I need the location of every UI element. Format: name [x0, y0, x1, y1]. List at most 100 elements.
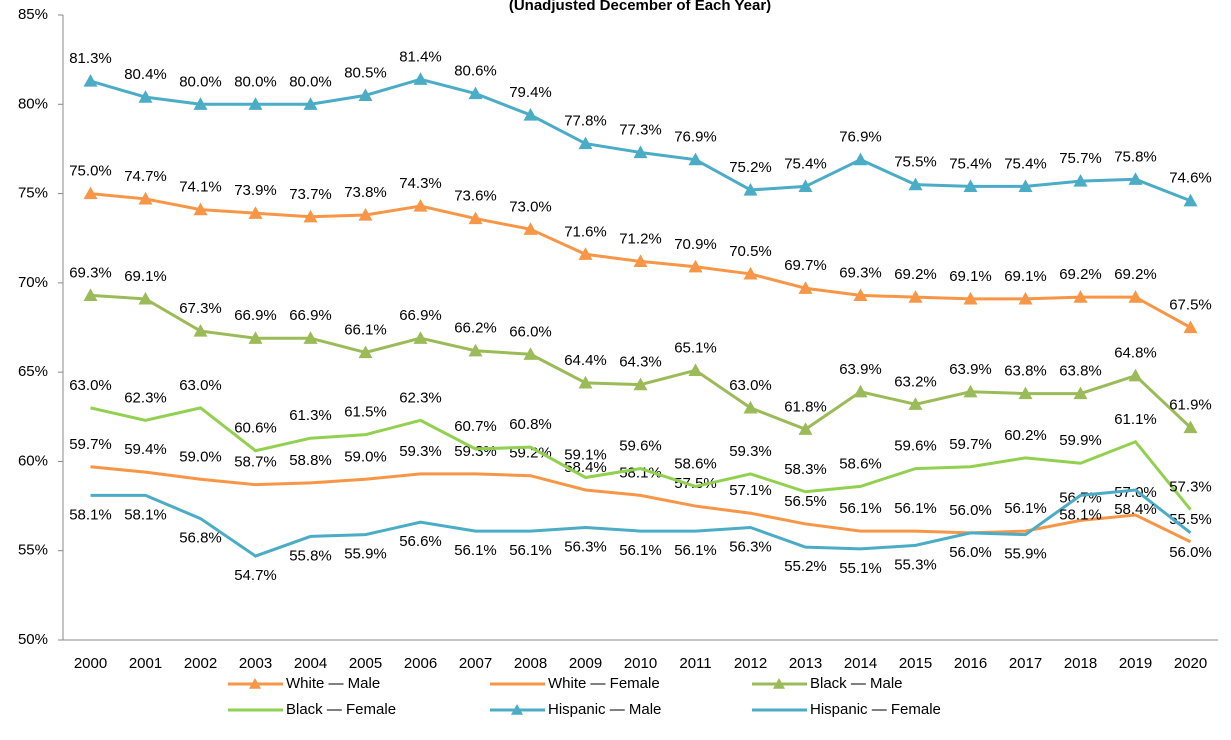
data-label: 59.6% — [619, 438, 662, 455]
point-marker — [798, 422, 813, 435]
data-label: 55.1% — [839, 560, 882, 577]
data-label: 59.1% — [564, 446, 607, 463]
data-label: 63.0% — [179, 377, 222, 394]
data-label: 74.7% — [124, 168, 167, 185]
data-label: 70.5% — [729, 243, 772, 260]
point-marker — [468, 86, 483, 100]
point-marker — [743, 266, 758, 280]
point-marker — [633, 254, 648, 268]
data-label: 55.8% — [289, 547, 332, 564]
y-tick-label: 85% — [18, 6, 48, 23]
data-label: 69.7% — [784, 257, 827, 274]
point-marker — [193, 202, 208, 216]
data-label: 77.3% — [619, 121, 662, 138]
point-marker — [248, 331, 263, 344]
data-label: 69.1% — [949, 268, 992, 285]
data-label: 56.1% — [839, 500, 882, 517]
point-marker — [1018, 179, 1033, 193]
data-label: 80.0% — [289, 73, 332, 90]
data-label: 59.3% — [729, 443, 772, 460]
data-label: 81.3% — [69, 50, 112, 67]
point-marker — [413, 199, 428, 212]
legend-label: Hispanic — Female — [810, 701, 941, 718]
series-line — [90, 465, 1192, 544]
data-label: 59.9% — [1059, 432, 1102, 449]
x-tick-label: 2001 — [129, 655, 162, 672]
y-tick-label: 70% — [18, 274, 48, 291]
x-tick-label: 2006 — [404, 655, 437, 672]
x-tick-label: 2016 — [954, 655, 987, 672]
data-label: 56.3% — [564, 538, 607, 555]
data-label: 60.6% — [234, 420, 277, 437]
data-label: 63.8% — [1004, 363, 1047, 380]
data-label: 70.9% — [674, 236, 717, 253]
data-label: 75.8% — [1114, 148, 1157, 165]
data-label: 56.1% — [674, 542, 717, 559]
data-label: 67.5% — [1169, 296, 1212, 313]
point-marker — [688, 152, 703, 166]
data-label: 59.0% — [344, 448, 387, 465]
point-marker — [1128, 368, 1143, 382]
point-marker — [1073, 174, 1088, 187]
data-label: 63.2% — [894, 373, 937, 390]
legend-label: Black — Female — [286, 701, 396, 718]
data-label: 71.2% — [619, 230, 662, 247]
x-tick-label: 2015 — [899, 655, 932, 672]
data-label: 76.9% — [839, 129, 882, 146]
x-tick-label: 2020 — [1174, 655, 1207, 672]
point-marker — [578, 247, 593, 260]
data-label: 66.1% — [344, 321, 387, 338]
data-label: 63.9% — [949, 361, 992, 378]
legend-marker — [773, 678, 785, 689]
data-label: 74.6% — [1169, 170, 1212, 187]
point-marker — [963, 384, 978, 398]
data-label: 58.1% — [69, 506, 112, 523]
data-label: 57.1% — [729, 482, 772, 499]
data-label: 59.0% — [179, 448, 222, 465]
data-label: 66.9% — [289, 307, 332, 324]
data-label: 58.1% — [1059, 506, 1102, 523]
point-marker — [83, 288, 98, 301]
point-marker — [138, 90, 153, 103]
data-label: 56.3% — [729, 538, 772, 555]
x-tick-label: 2011 — [679, 655, 711, 672]
point-marker — [413, 72, 428, 85]
data-label: 75.4% — [1004, 155, 1047, 172]
point-marker — [138, 291, 153, 305]
data-label: 56.1% — [1004, 500, 1047, 517]
data-label: 60.2% — [1004, 427, 1047, 444]
x-tick-label: 2013 — [789, 655, 822, 672]
data-label: 69.3% — [839, 264, 882, 281]
point-marker — [1183, 320, 1198, 334]
point-marker — [1183, 420, 1198, 434]
data-label: 56.1% — [509, 542, 552, 559]
x-tick-label: 2005 — [349, 655, 382, 672]
point-marker — [853, 384, 868, 398]
point-marker — [193, 97, 208, 110]
data-label: 56.1% — [894, 500, 937, 517]
data-label: 73.8% — [344, 184, 387, 201]
point-marker — [138, 191, 153, 205]
point-marker — [743, 183, 758, 196]
point-marker — [523, 222, 538, 235]
point-marker — [413, 331, 428, 344]
data-label: 67.3% — [179, 300, 222, 317]
point-marker — [963, 179, 978, 193]
point-marker — [193, 324, 208, 337]
y-tick-label: 50% — [18, 631, 48, 648]
data-label: 58.7% — [234, 454, 277, 471]
data-label: 75.0% — [69, 163, 112, 180]
point-marker — [1073, 290, 1088, 303]
data-label: 58.6% — [674, 455, 717, 472]
point-marker — [1128, 172, 1143, 185]
point-marker — [468, 211, 483, 225]
point-marker — [1018, 291, 1033, 305]
data-label: 69.1% — [124, 268, 167, 285]
point-marker — [83, 74, 98, 87]
point-marker — [908, 177, 923, 191]
data-label: 56.0% — [1169, 544, 1212, 561]
point-marker — [358, 345, 373, 359]
point-marker — [523, 347, 538, 360]
point-marker — [468, 343, 483, 357]
point-marker — [248, 206, 263, 219]
